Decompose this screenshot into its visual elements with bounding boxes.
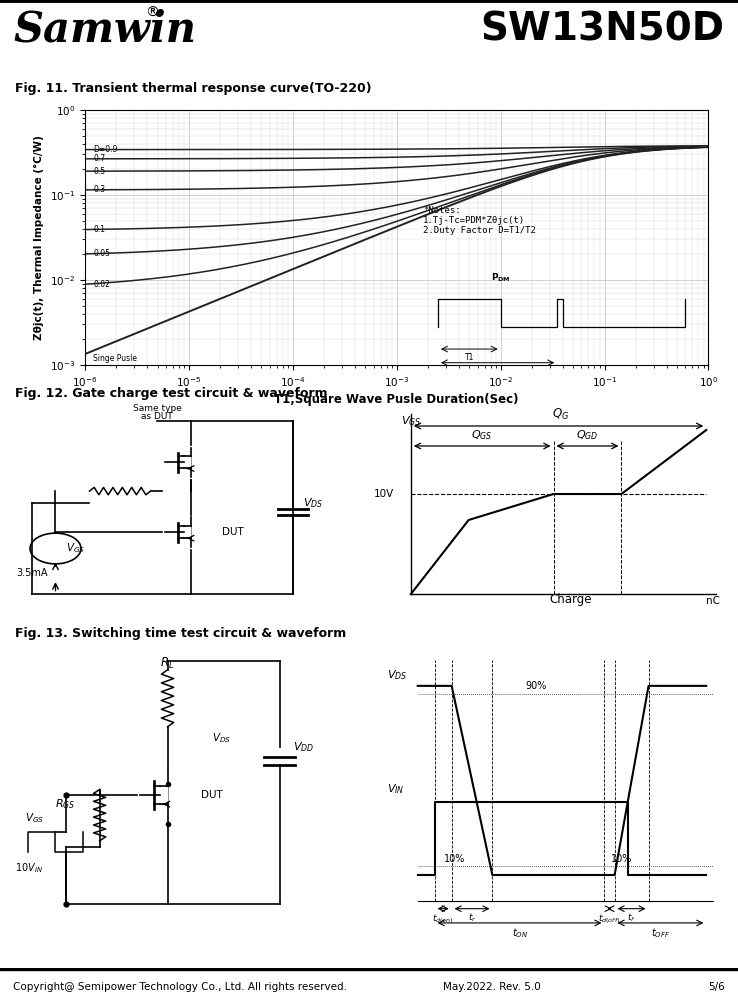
Text: $V_{GS}$: $V_{GS}$ (66, 542, 85, 555)
Text: D=0.9: D=0.9 (93, 145, 117, 154)
Text: Samwin: Samwin (13, 8, 196, 50)
Text: $V_{DD}$: $V_{DD}$ (293, 740, 314, 754)
Text: $V_{IN}$: $V_{IN}$ (387, 783, 404, 796)
Text: 0.05: 0.05 (93, 249, 110, 258)
Text: 5/6: 5/6 (708, 982, 725, 992)
Text: *Notes:
1.Tj-Tc=PDM*Zθjc(t)
2.Duty Factor D=T1/T2: *Notes: 1.Tj-Tc=PDM*Zθjc(t) 2.Duty Facto… (423, 206, 536, 235)
Y-axis label: Zθjc(t), Thermal Impedance (°C/W): Zθjc(t), Thermal Impedance (°C/W) (34, 135, 44, 340)
Text: $R_L$: $R_L$ (160, 656, 175, 671)
Text: $Q_{GS}$: $Q_{GS}$ (472, 428, 493, 442)
Text: 0.5: 0.5 (93, 167, 106, 176)
Text: $Q_{GD}$: $Q_{GD}$ (576, 428, 599, 442)
Text: 0.7: 0.7 (93, 154, 106, 163)
Text: $V_{GS}$: $V_{GS}$ (25, 811, 44, 825)
Text: 3.5mA: 3.5mA (16, 568, 48, 578)
Text: $t_{d(on)}$: $t_{d(on)}$ (432, 912, 454, 926)
Text: $V_{DS}$: $V_{DS}$ (212, 731, 231, 745)
Text: $t_r$: $t_r$ (468, 912, 476, 924)
Text: $R_{GS}$: $R_{GS}$ (55, 797, 76, 811)
Text: 0.1: 0.1 (93, 225, 105, 234)
Text: Fig. 11. Transient thermal response curve(TO-220): Fig. 11. Transient thermal response curv… (15, 82, 371, 95)
Text: $V_{DS}$: $V_{DS}$ (303, 496, 323, 510)
Text: DUT: DUT (201, 790, 223, 800)
Text: Charge: Charge (549, 593, 592, 606)
Text: SW13N50D: SW13N50D (480, 10, 725, 48)
Text: ®: ® (145, 6, 159, 20)
Text: Copyright@ Semipower Technology Co., Ltd. All rights reserved.: Copyright@ Semipower Technology Co., Ltd… (13, 982, 348, 992)
Text: $t_{OFF}$: $t_{OFF}$ (651, 926, 670, 940)
Text: 10%: 10% (444, 854, 466, 864)
Text: 10%: 10% (611, 854, 632, 864)
Text: Fig. 13. Switching time test circuit & waveform: Fig. 13. Switching time test circuit & w… (15, 627, 346, 640)
Text: $10V_{IN}$: $10V_{IN}$ (15, 861, 43, 875)
Text: as DUT: as DUT (142, 412, 173, 421)
Text: 10V: 10V (373, 489, 394, 499)
Text: $V_{GS}$: $V_{GS}$ (401, 414, 421, 428)
Text: $\mathbf{P_{DM}}$: $\mathbf{P_{DM}}$ (491, 271, 510, 284)
Text: $t_f$: $t_f$ (627, 912, 636, 924)
Text: $t_{ON}$: $t_{ON}$ (511, 926, 528, 940)
Text: Same type: Same type (133, 404, 182, 413)
X-axis label: T1,Square Wave Pusle Duration(Sec): T1,Square Wave Pusle Duration(Sec) (275, 393, 519, 406)
Text: $t_{d(off)}$: $t_{d(off)}$ (599, 912, 621, 926)
Text: T1: T1 (465, 353, 474, 362)
Text: $V_{DS}$: $V_{DS}$ (387, 668, 407, 682)
Text: T2: T2 (508, 368, 517, 377)
Text: nC: nC (706, 596, 720, 606)
Text: May.2022. Rev. 5.0: May.2022. Rev. 5.0 (443, 982, 540, 992)
Text: 0.02: 0.02 (93, 280, 110, 289)
Text: Singe Pusle: Singe Pusle (93, 354, 137, 363)
Text: $Q_G$: $Q_G$ (552, 407, 569, 422)
Text: 0.3: 0.3 (93, 185, 106, 194)
Text: Fig. 12. Gate charge test circuit & waveform: Fig. 12. Gate charge test circuit & wave… (15, 387, 328, 400)
Text: DUT: DUT (222, 527, 244, 537)
Text: 90%: 90% (526, 681, 547, 691)
